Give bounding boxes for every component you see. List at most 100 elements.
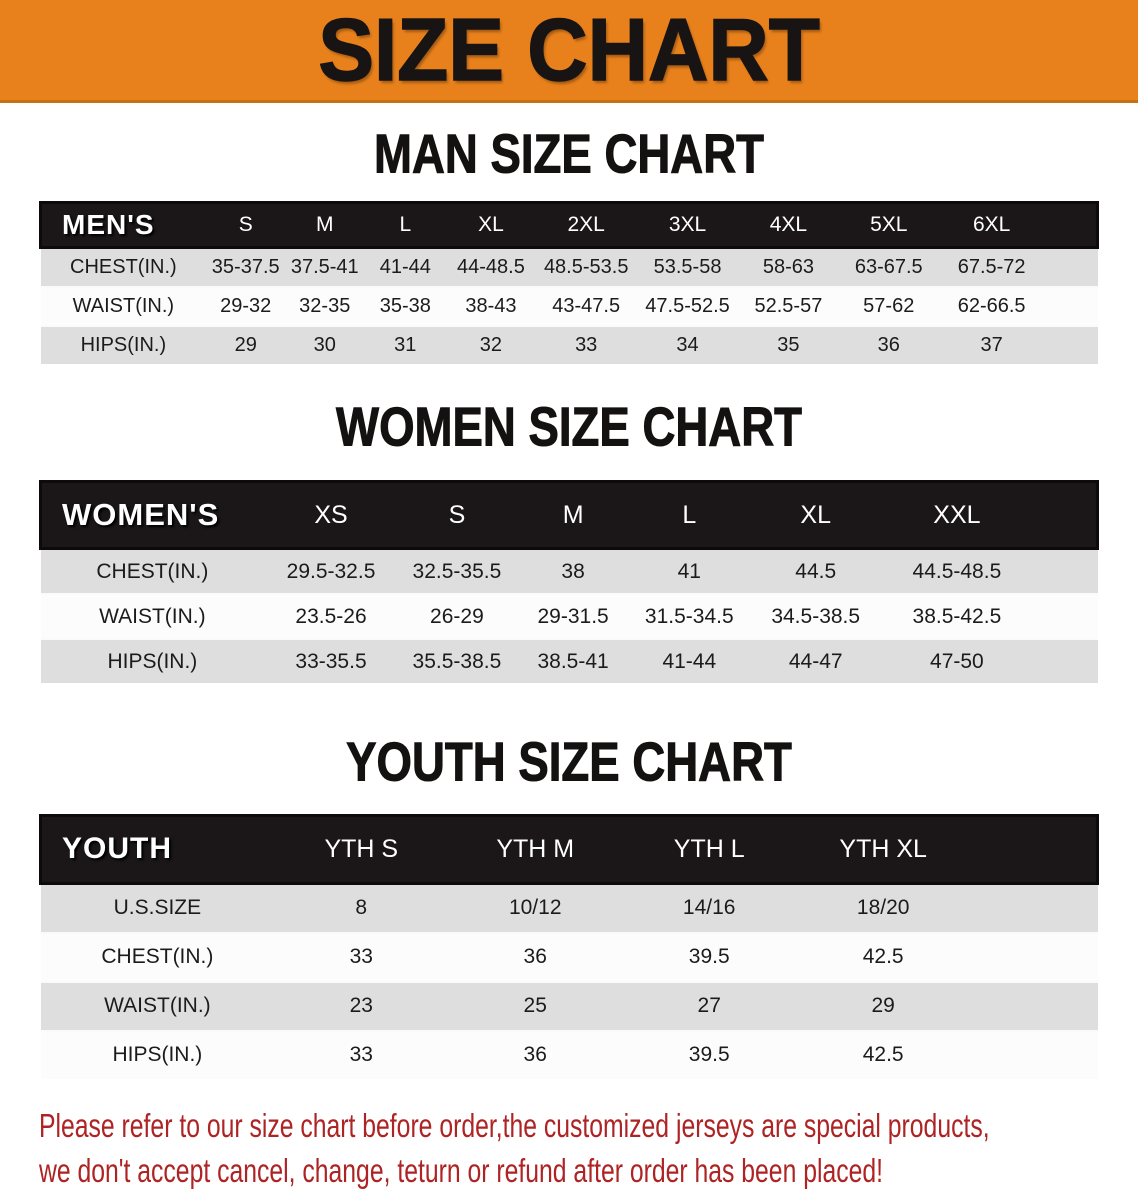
measurement-row: U.S.SIZE 8 10/12 14/16 18/20 (40, 882, 1098, 933)
size-value-cell: 35.5-38.5 (397, 638, 517, 684)
size-value-cell: 23.5-26 (264, 593, 398, 640)
size-chart-banner: SIZE CHART (0, 0, 1138, 103)
row-label: CHEST(IN.) (40, 246, 207, 287)
measurement-row: WAIST(IN.) 29-32 32-35 35-38 38-43 43-47.5 47.… (40, 285, 1098, 326)
spacer-cell (1044, 246, 1098, 287)
size-column-header: YTH S (274, 813, 449, 885)
table-corner-label: YOUTH (39, 813, 275, 885)
row-label: HIPS(IN.) (40, 1029, 275, 1079)
size-value-cell: 63-67.5 (838, 246, 939, 287)
size-column-header: YTH L (622, 813, 797, 885)
size-value-cell: 39.5 (622, 931, 797, 982)
size-value-cell: 42.5 (796, 931, 971, 982)
disclaimer-line-2: we don't accept cancel, change, teturn o… (39, 1152, 884, 1190)
size-column-header: YTH M (448, 813, 623, 885)
spacer-cell (1030, 480, 1099, 551)
size-value-cell: 29.5-32.5 (264, 547, 398, 595)
row-label: HIPS(IN.) (40, 324, 207, 364)
size-value-cell: 37.5-41 (285, 246, 365, 287)
size-table-women: WOMEN'S XS S M L XL XXL CHEST(IN.) 29.5-32.5 32.5… (39, 480, 1099, 684)
size-value-cell: 44.5-48.5 (882, 547, 1031, 595)
size-value-cell: 33-35.5 (264, 638, 398, 684)
size-value-cell: 31.5-34.5 (630, 593, 749, 640)
size-value-cell: 32 (446, 324, 536, 364)
size-column-header: XXL (882, 480, 1031, 551)
table-header-row: WOMEN'S XS S M L XL XXL (39, 480, 1099, 551)
disclaimer-line-1: Please refer to our size chart before or… (39, 1106, 990, 1144)
size-value-cell: 62-66.5 (938, 285, 1045, 326)
row-label: CHEST(IN.) (40, 931, 275, 982)
size-column-header: S (397, 480, 517, 551)
size-value-cell: 33 (274, 1029, 449, 1079)
size-value-cell: 44-48.5 (446, 246, 536, 287)
spacer-cell (1044, 200, 1100, 249)
size-value-cell: 32.5-35.5 (397, 547, 517, 595)
size-value-cell: 18/20 (796, 882, 971, 933)
size-value-cell: 8 (274, 882, 449, 933)
spacer-cell (970, 813, 1100, 885)
spacer-cell (970, 931, 1098, 982)
size-value-cell: 32-35 (285, 285, 365, 326)
size-value-cell: 29-32 (206, 285, 286, 326)
size-value-cell: 37 (938, 324, 1045, 364)
size-column-header: 3XL (636, 200, 739, 249)
size-value-cell: 36 (838, 324, 939, 364)
size-column-header: M (516, 480, 631, 551)
size-column-header: 6XL (938, 200, 1045, 249)
size-table-men: MEN'S S M L XL 2XL 3XL 4XL 5XL 6XL CHEST(IN.) 35-37… (39, 200, 1100, 364)
size-value-cell: 33 (535, 324, 637, 364)
size-value-cell: 27 (622, 980, 797, 1031)
banner-title: SIZE CHART (317, 0, 820, 99)
size-value-cell: 29-31.5 (516, 593, 631, 640)
size-column-header: 5XL (838, 200, 939, 249)
size-column-header: L (630, 480, 749, 551)
spacer-cell (1030, 593, 1098, 640)
size-value-cell: 30 (285, 324, 365, 364)
size-value-cell: 29 (206, 324, 286, 364)
size-value-cell: 38.5-42.5 (882, 593, 1031, 640)
size-value-cell: 57-62 (838, 285, 939, 326)
section-heading-women: WOMEN SIZE CHART (336, 396, 803, 458)
row-label: CHEST(IN.) (40, 547, 265, 595)
size-value-cell: 47-50 (882, 638, 1031, 684)
size-value-cell: 26-29 (397, 593, 517, 640)
size-column-header: 2XL (535, 200, 637, 249)
size-chart-sections: MAN SIZE CHART MEN'S S M L XL 2XL 3XL 4XL 5XL 6XL C… (0, 123, 1138, 1079)
table-header-row: YOUTH YTH S YTH M YTH L YTH XL (39, 813, 1100, 885)
table-header-row: MEN'S S M L XL 2XL 3XL 4XL 5XL 6XL (39, 200, 1100, 249)
size-value-cell: 33 (274, 931, 449, 982)
size-value-cell: 35-37.5 (206, 246, 286, 287)
size-value-cell: 38-43 (446, 285, 536, 326)
size-value-cell: 44.5 (748, 547, 883, 595)
measurement-row: CHEST(IN.) 29.5-32.5 32.5-35.5 38 41 44.5 44.5… (40, 547, 1098, 595)
size-value-cell: 67.5-72 (938, 246, 1045, 287)
size-value-cell: 42.5 (796, 1029, 971, 1079)
measurement-row: WAIST(IN.) 23.5-26 26-29 29-31.5 31.5-34.5 34… (40, 593, 1098, 640)
size-value-cell: 31 (364, 324, 447, 364)
measurement-row: CHEST(IN.) 35-37.5 37.5-41 41-44 44-48.5 48.5… (40, 246, 1098, 287)
size-value-cell: 43-47.5 (535, 285, 637, 326)
size-section-men: MAN SIZE CHART MEN'S S M L XL 2XL 3XL 4XL 5XL 6XL C… (0, 123, 1138, 364)
size-value-cell: 47.5-52.5 (636, 285, 739, 326)
size-value-cell: 38.5-41 (516, 638, 631, 684)
spacer-cell (1030, 638, 1098, 684)
size-column-header: L (364, 200, 447, 249)
size-value-cell: 23 (274, 980, 449, 1031)
size-value-cell: 58-63 (738, 246, 839, 287)
size-value-cell: 41-44 (630, 638, 749, 684)
row-label: HIPS(IN.) (40, 638, 265, 684)
measurement-row: HIPS(IN.) 29 30 31 32 33 34 35 36 37 (40, 324, 1098, 364)
row-label: WAIST(IN.) (40, 980, 275, 1031)
size-column-header: M (285, 200, 365, 249)
size-column-header: S (206, 200, 286, 249)
row-label: WAIST(IN.) (40, 285, 207, 326)
size-value-cell: 36 (448, 1029, 623, 1079)
spacer-cell (1044, 324, 1098, 364)
measurement-row: HIPS(IN.) 33 36 39.5 42.5 (40, 1029, 1098, 1079)
measurement-row: WAIST(IN.) 23 25 27 29 (40, 980, 1098, 1031)
section-heading-men: MAN SIZE CHART (374, 123, 765, 186)
size-column-header: 4XL (738, 200, 839, 249)
size-column-header: XS (264, 480, 398, 551)
size-value-cell: 39.5 (622, 1029, 797, 1079)
row-label: U.S.SIZE (40, 882, 275, 933)
